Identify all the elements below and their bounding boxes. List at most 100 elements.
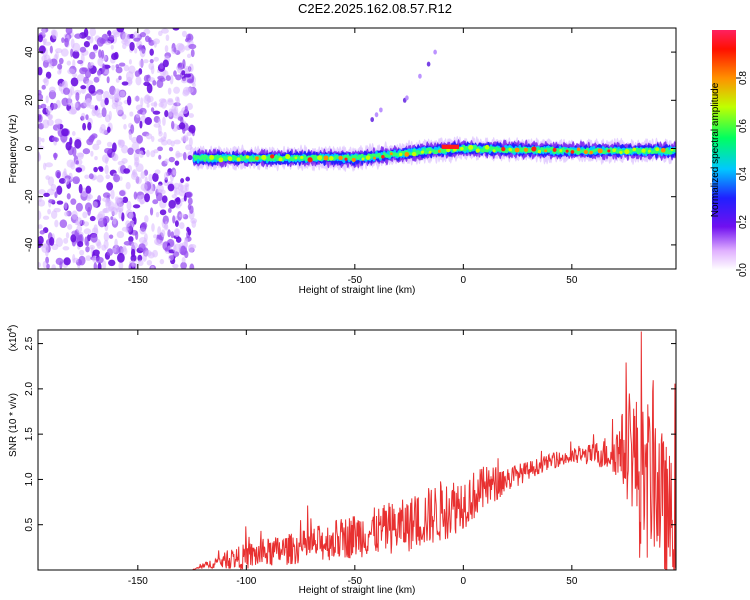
- noise-blob: [54, 219, 59, 228]
- noise-blob: [122, 196, 129, 204]
- noise-blob: [174, 228, 180, 237]
- snr-y-label: SNR (10 * v/v): [8, 393, 19, 457]
- noise-blob: [82, 148, 91, 155]
- noise-blob: [158, 98, 167, 103]
- noise-blob: [96, 213, 104, 222]
- noise-blob: [133, 191, 138, 200]
- noise-blob: [175, 203, 181, 209]
- spectrogram-y-tick-label: -20: [24, 189, 35, 204]
- noise-blob: [86, 196, 91, 202]
- signal-peak-dot: [338, 155, 343, 161]
- noise-blob: [42, 261, 47, 269]
- noise-blob: [96, 174, 104, 183]
- noise-blob: [74, 138, 82, 149]
- signal-peak-dot: [209, 154, 215, 160]
- noise-blob: [61, 37, 65, 43]
- noise-blob: [45, 256, 49, 264]
- signal-peak-dot: [460, 146, 464, 151]
- colorbar-tick-label: 0.8: [738, 71, 749, 85]
- noise-blob: [53, 152, 57, 161]
- noise-blob: [154, 169, 161, 175]
- noise-blob: [80, 85, 87, 90]
- noise-blob: [66, 60, 72, 66]
- noise-blob: [151, 135, 155, 143]
- noise-blob: [38, 93, 44, 101]
- noise-blob: [89, 28, 97, 37]
- noise-blob: [48, 89, 57, 100]
- faint-trace-blob: [433, 49, 437, 55]
- snr-x-label: Height of straight line (km): [299, 585, 416, 596]
- noise-blob: [159, 62, 164, 70]
- noise-blob: [96, 112, 103, 118]
- noise-blob: [108, 234, 114, 239]
- noise-blob: [102, 197, 110, 202]
- noise-blob: [72, 130, 76, 136]
- noise-blob: [64, 211, 69, 217]
- noise-blob: [172, 251, 180, 257]
- noise-blob: [125, 71, 134, 81]
- snr-x-tick-label: -50: [348, 576, 363, 587]
- noise-blob: [41, 243, 49, 248]
- noise-blob: [101, 128, 108, 135]
- noise-blob: [50, 183, 57, 192]
- faint-trace-blob: [374, 112, 379, 118]
- noise-blob: [66, 193, 71, 200]
- noise-blob: [135, 176, 142, 185]
- signal-peak-dot: [361, 157, 365, 161]
- noise-blob: [103, 69, 110, 75]
- noise-blob: [64, 177, 70, 185]
- noise-blob: [119, 190, 126, 197]
- noise-blob: [117, 252, 125, 263]
- snr-y-ticks: 0.5 1.0 1.5 2.0 2.5: [24, 336, 676, 532]
- noise-blob: [76, 74, 85, 82]
- noise-blob: [54, 137, 59, 143]
- noise-blob: [127, 147, 134, 155]
- noise-blob: [175, 152, 184, 158]
- noise-blob: [166, 99, 174, 106]
- noise-blob: [42, 215, 50, 220]
- spectrogram-marks: [38, 28, 676, 269]
- noise-blob: [94, 105, 98, 111]
- spectrogram-x-ticks: -150 -100 -50 0 50: [128, 28, 578, 286]
- noise-blob: [45, 71, 52, 79]
- noise-blob: [92, 249, 100, 256]
- noise-blob: [172, 28, 180, 31]
- signal-peak-dot: [475, 148, 480, 153]
- noise-blob: [43, 54, 51, 63]
- signal-peak-dot: [552, 147, 557, 152]
- noise-blob: [168, 199, 177, 209]
- signal-peak-dot: [508, 147, 513, 152]
- noise-blob: [96, 37, 105, 47]
- noise-blob: [65, 141, 72, 151]
- noise-blob: [75, 91, 80, 102]
- noise-blob: [149, 48, 154, 56]
- noise-blob: [149, 207, 154, 216]
- noise-blob: [63, 257, 71, 266]
- noise-blob: [41, 84, 46, 90]
- noise-blob: [150, 107, 155, 113]
- noise-blob: [139, 47, 146, 58]
- noise-blob: [111, 151, 117, 161]
- noise-blob: [122, 43, 127, 50]
- signal-peak-dot: [365, 155, 371, 160]
- noise-blob: [72, 254, 76, 264]
- snr-y-tick-label: 2.0: [24, 381, 35, 395]
- noise-blob: [157, 146, 163, 152]
- svg-text:(x104): (x104): [7, 325, 19, 352]
- noise-blob: [164, 158, 169, 165]
- noise-blob: [186, 102, 193, 111]
- noise-blob: [103, 231, 110, 242]
- signal-peak-dot: [351, 157, 356, 162]
- noise-blob: [173, 86, 180, 94]
- noise-blob: [64, 37, 69, 48]
- noise-blob: [56, 200, 64, 205]
- spectrogram-y-ticks: -40 -20 0 20 40: [24, 46, 676, 252]
- signal-peak-dot: [437, 149, 441, 153]
- noise-blob: [38, 261, 41, 268]
- signal-peak-dot: [404, 152, 410, 157]
- noise-blob: [106, 126, 111, 133]
- noise-blob: [149, 59, 154, 64]
- noise-blob: [114, 238, 118, 249]
- noise-blob: [112, 247, 117, 253]
- noise-blob: [146, 149, 150, 158]
